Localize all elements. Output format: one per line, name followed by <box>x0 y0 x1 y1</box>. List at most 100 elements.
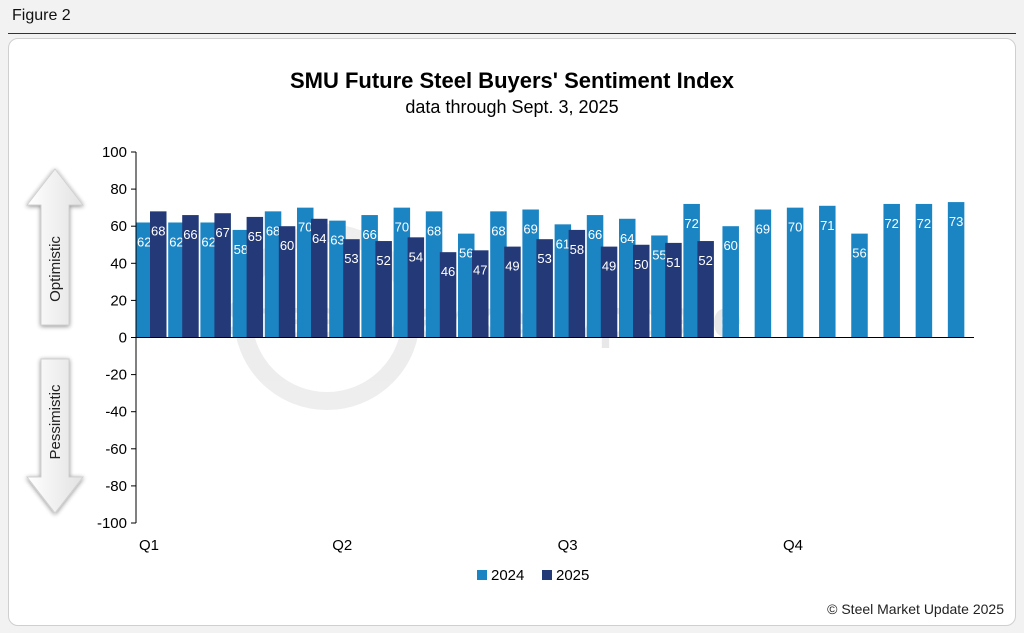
quarter-label-q2: Q2 <box>332 537 352 554</box>
y-tick-label-3: 40 <box>110 255 127 272</box>
bar-2024-22 <box>851 233 868 338</box>
chart-title: SMU Future Steel Buyers' Sentiment Index <box>290 68 735 93</box>
bar-2025-10 <box>472 250 489 338</box>
data-label-2024-8: 70 <box>395 220 409 235</box>
data-label-2025-4: 60 <box>280 238 294 253</box>
bar-2024-23 <box>883 203 900 338</box>
pessimistic-label: Pessimistic <box>47 384 64 460</box>
data-label-2025-12: 53 <box>537 251 551 266</box>
data-label-2025-7: 52 <box>376 253 390 268</box>
quarter-label-q3: Q3 <box>558 537 578 554</box>
bar-2025-1 <box>182 215 199 338</box>
data-label-2024-10: 56 <box>459 246 473 261</box>
data-label-2025-13: 58 <box>570 242 584 257</box>
data-label-2024-19: 69 <box>756 222 770 237</box>
y-tick-label-1: 80 <box>110 181 127 198</box>
y-tick-label-8: -60 <box>105 441 127 458</box>
data-label-2025-15: 50 <box>634 257 648 272</box>
bar-2024-12 <box>522 209 539 338</box>
data-label-2024-17: 72 <box>684 216 698 231</box>
bar-2024-3 <box>232 229 250 338</box>
data-label-2025-3: 65 <box>248 229 262 244</box>
bar-2024-0 <box>136 222 153 338</box>
bar-2024-5 <box>297 207 314 338</box>
data-label-2024-23: 72 <box>884 216 898 231</box>
quarter-label-q4: Q4 <box>783 537 803 554</box>
data-label-2025-6: 53 <box>344 251 358 266</box>
copyright-notice: © Steel Market Update 2025 <box>827 601 1004 617</box>
data-label-2025-2: 67 <box>215 225 229 240</box>
pessimistic-arrow-icon <box>25 358 85 514</box>
data-label-2024-25: 73 <box>949 214 963 229</box>
optimistic-arrow-icon <box>25 168 85 326</box>
data-label-2024-15: 64 <box>620 231 634 246</box>
bar-2024-24 <box>915 203 933 338</box>
bar-2024-13 <box>554 224 572 338</box>
bar-2024-9 <box>425 211 443 338</box>
bar-2025-3 <box>246 216 264 338</box>
bar-2024-19 <box>754 209 772 338</box>
data-label-2025-17: 52 <box>698 253 712 268</box>
data-label-2024-21: 71 <box>820 218 834 233</box>
bar-2025-15 <box>633 244 650 338</box>
figure-label: Figure 2 <box>12 7 71 24</box>
bar-2024-17 <box>683 203 700 338</box>
bar-2025-4 <box>278 226 296 338</box>
bar-2025-12 <box>536 239 553 338</box>
bar-2024-25 <box>947 202 965 338</box>
bar-2025-9 <box>439 252 457 338</box>
bar-2025-16 <box>665 242 682 338</box>
data-label-2025-11: 49 <box>505 259 519 274</box>
bar-2025-8 <box>407 237 425 338</box>
bar-2024-2 <box>200 222 217 338</box>
data-label-2024-24: 72 <box>917 216 931 231</box>
data-label-2025-8: 54 <box>409 249 423 264</box>
y-tick-label-9: -80 <box>105 478 127 495</box>
bar-2024-20 <box>786 207 804 338</box>
y-tick-label-10: -100 <box>97 515 127 532</box>
y-axis: 100 80 60 40 20 0 -20 -40 -60 -80 -100 <box>97 144 137 532</box>
data-label-2024-14: 66 <box>588 227 602 242</box>
y-tick-label-4: 20 <box>110 292 127 309</box>
data-label-2025-5: 64 <box>312 231 326 246</box>
data-label-2024-5: 70 <box>298 220 312 235</box>
bar-2025-6 <box>343 239 360 338</box>
y-tick-label-0: 100 <box>102 144 127 161</box>
x-axis: Q1 Q2 Q3 Q4 <box>136 337 974 554</box>
data-label-2024-6: 63 <box>330 233 344 248</box>
legend-label-2025: 2025 <box>556 567 589 584</box>
figure-divider <box>8 33 1016 34</box>
data-label-2024-2: 62 <box>201 234 215 249</box>
legend-swatch-2025 <box>542 570 552 580</box>
bar-2025-2 <box>214 213 231 338</box>
data-label-2025-16: 51 <box>666 255 680 270</box>
data-label-2025-14: 49 <box>602 259 616 274</box>
optimistic-label: Optimistic <box>47 236 64 302</box>
data-label-2024-3: 58 <box>234 242 248 257</box>
bar-2024-4 <box>264 211 282 338</box>
bar-2024-18 <box>722 226 739 338</box>
bar-2024-21 <box>819 205 836 338</box>
bar-2024-16 <box>651 235 668 338</box>
data-label-2024-13: 61 <box>556 236 570 251</box>
data-label-2024-22: 56 <box>852 246 866 261</box>
y-tick-label-6: -20 <box>105 367 127 384</box>
bar-2025-13 <box>568 229 586 338</box>
bar-2024-6 <box>329 220 346 338</box>
data-label-2024-9: 68 <box>427 223 441 238</box>
legend-swatch-2024 <box>477 570 487 580</box>
data-label-2024-11: 68 <box>491 223 505 238</box>
legend-label-2024: 2024 <box>491 567 524 584</box>
data-label-2024-20: 70 <box>788 220 802 235</box>
chart-panel: SMU Future Steel Buyers' Sentiment Index… <box>8 38 1016 626</box>
data-label-2025-10: 47 <box>473 262 487 277</box>
data-label-2024-7: 66 <box>362 227 376 242</box>
y-tick-label-5: 0 <box>119 330 127 347</box>
data-label-2025-9: 46 <box>441 264 455 279</box>
bar-2024-7 <box>361 215 378 338</box>
data-label-2024-1: 62 <box>169 234 183 249</box>
data-label-2024-4: 68 <box>266 223 280 238</box>
bar-2024-15 <box>619 218 636 338</box>
quarter-label-q1: Q1 <box>139 537 159 554</box>
legend: 2024 2025 <box>477 567 589 584</box>
